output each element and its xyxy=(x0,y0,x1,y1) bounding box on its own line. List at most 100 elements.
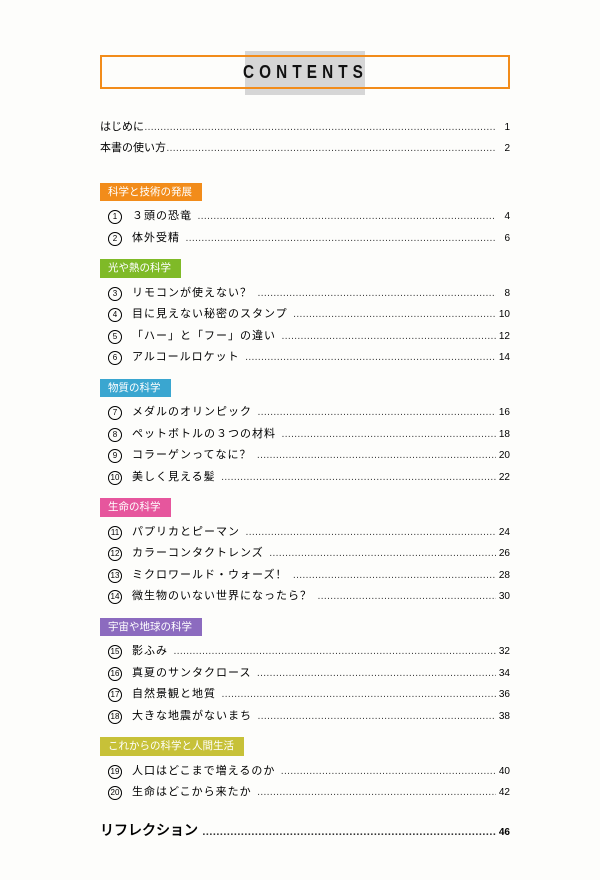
item-label: ペットボトルの３つの材料 xyxy=(132,424,276,445)
toc-row: 10 美しく見える髪 22 xyxy=(108,467,510,488)
item-page: 8 xyxy=(496,284,510,304)
leader-dots xyxy=(245,348,496,368)
item-number: 3 xyxy=(108,287,122,301)
toc-row: 19人口はどこまで増えるのか 40 xyxy=(108,761,510,782)
item-number: 5 xyxy=(108,330,122,344)
title-block: CONTENTS xyxy=(100,55,510,89)
toc-list: 1３頭の恐竜 42体外受精 6 xyxy=(100,206,510,249)
leader-dots xyxy=(317,587,496,607)
intro-row: はじめに 1 xyxy=(100,117,510,138)
item-number: 15 xyxy=(108,645,122,659)
item-label: 影ふみ xyxy=(132,641,168,662)
item-label: 自然景観と地質 xyxy=(132,684,216,705)
toc-row: 13ミクロワールド・ウォーズ！ 28 xyxy=(108,565,510,586)
toc-list: 11パプリカとピーマン 2412カラーコンタクトレンズ 2613ミクロワールド・… xyxy=(100,522,510,608)
title-box: CONTENTS xyxy=(100,55,510,89)
item-number: 9 xyxy=(108,449,122,463)
item-label: 大きな地震がないまち xyxy=(132,706,252,727)
item-page: 22 xyxy=(496,468,510,488)
item-number: 7 xyxy=(108,406,122,420)
item-number: 10 xyxy=(108,471,122,485)
item-page: 20 xyxy=(496,446,510,466)
item-label: メダルのオリンピック xyxy=(132,402,252,423)
section-tag: 生命の科学 xyxy=(100,498,171,517)
item-number: 13 xyxy=(108,569,122,583)
item-number: 14 xyxy=(108,590,122,604)
item-page: 18 xyxy=(496,425,510,445)
leader-dots xyxy=(257,664,496,684)
leader-dots xyxy=(221,468,496,488)
leader-dots xyxy=(257,284,496,304)
leader-dots xyxy=(281,327,496,347)
intro-page: 2 xyxy=(496,139,510,158)
item-number: 18 xyxy=(108,710,122,724)
item-label: 美しく見える髪 xyxy=(132,467,216,488)
leader-dots xyxy=(293,566,496,586)
toc-row: 5「ハー」と「フー」の違い 12 xyxy=(108,326,510,347)
toc-row: 20生命はどこから来たか 42 xyxy=(108,782,510,803)
item-number: 12 xyxy=(108,547,122,561)
toc-row: 2体外受精 6 xyxy=(108,228,510,249)
item-page: 4 xyxy=(496,207,510,227)
item-number: 4 xyxy=(108,308,122,322)
toc-row: 18 大きな地震がないまち 38 xyxy=(108,706,510,727)
leader-dots xyxy=(269,544,496,564)
toc-row: 12カラーコンタクトレンズ 26 xyxy=(108,543,510,564)
section-tag: これからの科学と人間生活 xyxy=(100,737,244,756)
item-page: 38 xyxy=(496,707,510,727)
section-tag: 宇宙や地球の科学 xyxy=(100,618,202,637)
toc-list: 3リモコンが使えない？ 84目に見えない秘密のスタンプ 105「ハー」と「フー」… xyxy=(100,283,510,369)
leader-dots xyxy=(166,139,496,158)
item-page: 32 xyxy=(496,642,510,662)
toc-row: 9コラーゲンってなに？ 20 xyxy=(108,445,510,466)
leader-dots xyxy=(257,707,496,727)
item-page: 40 xyxy=(496,762,510,782)
leader-dots xyxy=(257,403,496,423)
toc-row: 1３頭の恐竜 4 xyxy=(108,206,510,227)
toc-row: 15 影ふみ 32 xyxy=(108,641,510,662)
item-label: 真夏のサンタクロース xyxy=(132,663,251,684)
leader-dots xyxy=(197,207,496,227)
toc-row: 8ペットボトルの３つの材料 18 xyxy=(108,424,510,445)
toc-list: 19人口はどこまで増えるのか 4020生命はどこから来たか 42 xyxy=(100,761,510,804)
intro-row: 本書の使い方2 xyxy=(100,138,510,159)
toc-list: 7 メダルのオリンピック 168ペットボトルの３つの材料 189コラーゲンってなに… xyxy=(100,402,510,488)
leader-dots xyxy=(221,685,496,705)
item-number: 6 xyxy=(108,351,122,365)
section-tag: 科学と技術の発展 xyxy=(100,183,202,202)
title-text: CONTENTS xyxy=(243,62,368,83)
toc-row: 16真夏のサンタクロース 34 xyxy=(108,663,510,684)
item-page: 16 xyxy=(496,403,510,423)
item-page: 42 xyxy=(496,783,510,803)
item-label: パプリカとピーマン xyxy=(132,522,240,543)
item-label: リモコンが使えない？ xyxy=(132,283,252,304)
reflection-row: リフレクション 46 xyxy=(100,820,510,840)
item-label: 体外受精 xyxy=(132,228,180,249)
item-page: 24 xyxy=(496,523,510,543)
intro-label: はじめに xyxy=(100,117,144,138)
item-number: 2 xyxy=(108,232,122,246)
reflection-page: 46 xyxy=(496,827,510,838)
section-tag: 物質の科学 xyxy=(100,379,171,398)
leader-dots xyxy=(293,305,496,325)
leader-dots xyxy=(202,826,496,838)
leader-dots xyxy=(144,118,496,137)
toc-row: 14微生物のいない世界になったら？ 30 xyxy=(108,586,510,607)
item-number: 1 xyxy=(108,210,122,224)
leader-dots xyxy=(281,425,496,445)
item-page: 12 xyxy=(496,327,510,347)
toc-row: 7 メダルのオリンピック 16 xyxy=(108,402,510,423)
toc-row: 17自然景観と地質 36 xyxy=(108,684,510,705)
intro-page: 1 xyxy=(496,118,510,137)
item-label: アルコールロケット xyxy=(132,347,240,368)
intro-list: はじめに 1本書の使い方2 xyxy=(100,117,510,159)
item-page: 36 xyxy=(496,685,510,705)
item-label: カラーコンタクトレンズ xyxy=(132,543,264,564)
leader-dots xyxy=(185,229,496,249)
item-number: 19 xyxy=(108,765,122,779)
contents-page: CONTENTS はじめに1本書の使い方2 科学と技術の発展1３頭の恐竜 42体… xyxy=(0,0,600,880)
toc-row: 3 リモコンが使えない？ 8 xyxy=(108,283,510,304)
section-tag: 光や熱の科学 xyxy=(100,259,181,278)
item-label: ミクロワールド・ウォーズ！ xyxy=(132,565,287,586)
leader-dots xyxy=(173,642,496,662)
